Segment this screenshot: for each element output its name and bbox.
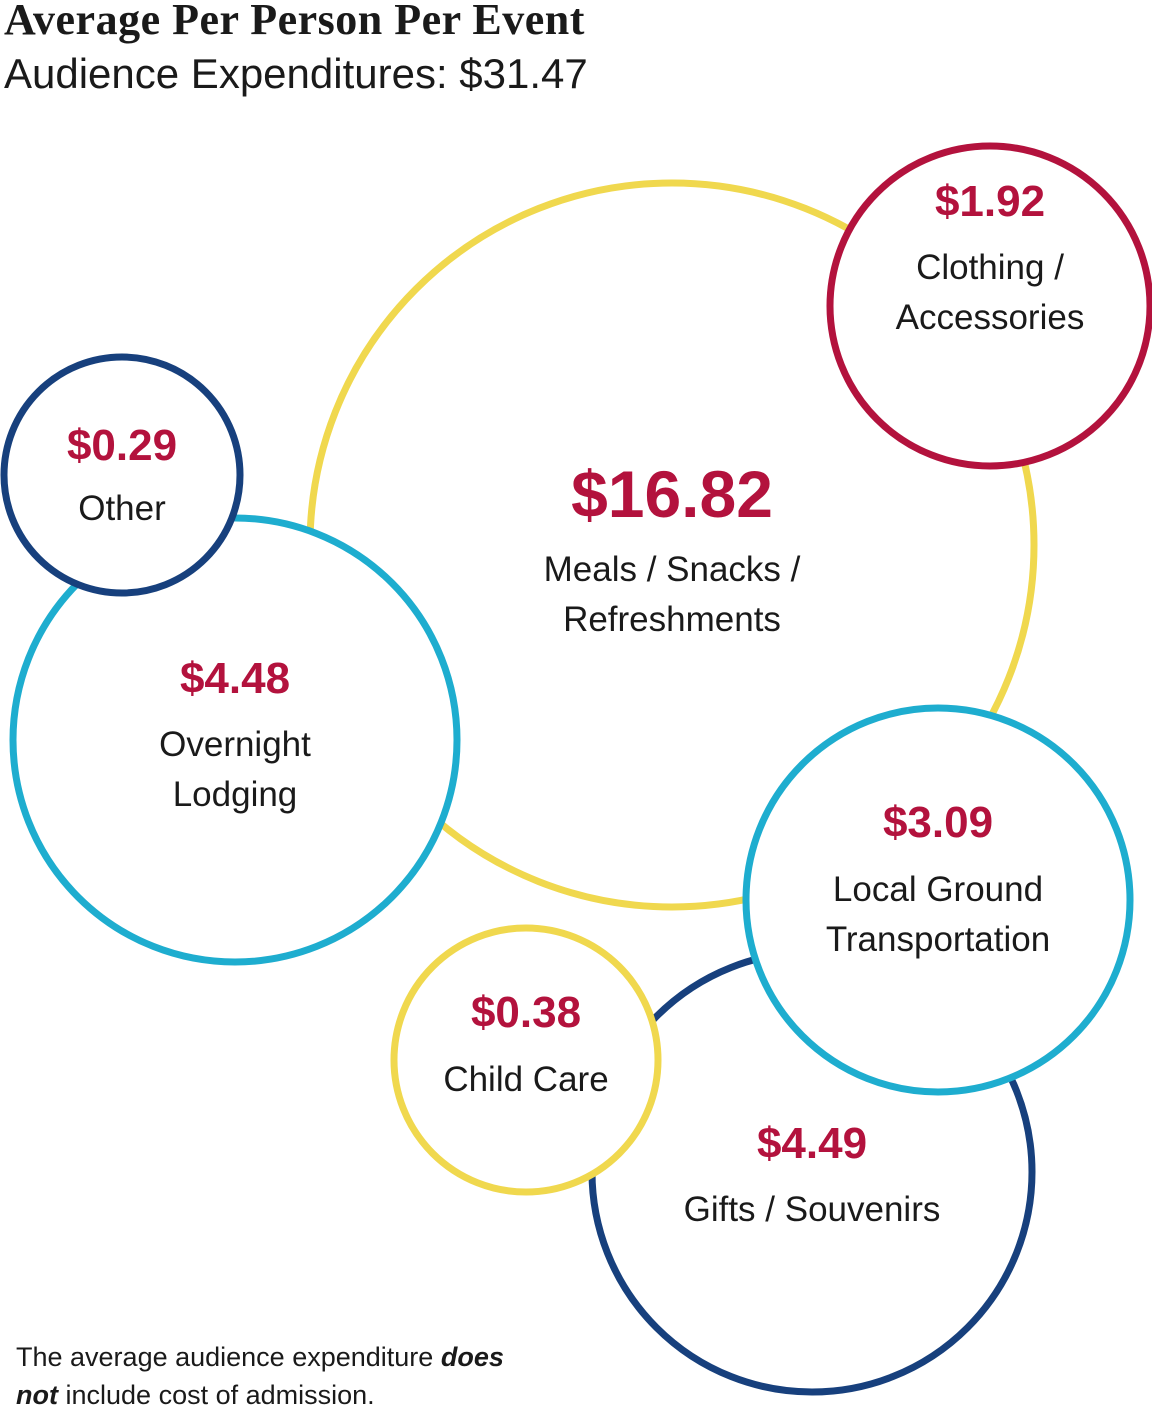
category-label: Other — [78, 489, 166, 528]
category-label: Child Care — [443, 1060, 609, 1099]
bubble — [0, 353, 244, 597]
bubble — [826, 142, 1152, 470]
chart-subtitle: Audience Expenditures: $31.47 — [4, 50, 588, 97]
category-label: Meals / Snacks / Refreshments — [543, 550, 801, 639]
note: The average audience expenditure does no… — [16, 1338, 516, 1410]
category-label: Overnight Lodging — [159, 725, 311, 814]
chart-title: Average Per Person Per Event — [4, 0, 585, 44]
category-label: Local Ground Transportation — [825, 870, 1051, 959]
value-label: $1.92 — [934, 177, 1046, 226]
bubble — [742, 704, 1134, 1096]
value-label: $0.38 — [470, 988, 582, 1037]
note-emphasis: does not — [16, 1342, 504, 1410]
category-label: Clothing / Accessories — [895, 248, 1085, 337]
bubble — [390, 924, 662, 1196]
value-label: $3.09 — [882, 798, 994, 847]
note-text: include cost of admission. — [65, 1380, 375, 1410]
value-label: $4.49 — [756, 1119, 868, 1168]
value-label: $16.82 — [571, 457, 773, 531]
category-label: Gifts / Souvenirs — [683, 1190, 941, 1229]
note-text: The average audience expenditure — [16, 1342, 434, 1372]
value-label: $4.48 — [179, 654, 291, 703]
value-label: $0.29 — [66, 421, 178, 470]
